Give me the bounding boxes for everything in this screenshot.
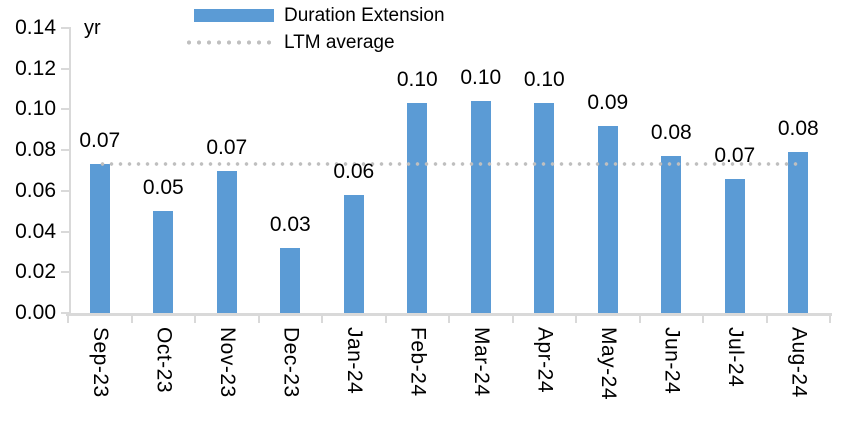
bar-oct-23 [153,211,174,313]
x-axis-category-label: Jun-24 [660,327,684,395]
bar-value-label: 0.05 [142,176,184,200]
x-axis-category-label: Aug-24 [787,327,811,398]
bar-value-label: 0.09 [587,90,629,114]
y-axis-tick-label: 0.04 [15,219,56,243]
bar-value-label: 0.06 [333,159,375,183]
x-axis-tick [702,313,704,323]
x-axis-category-label: Jan-24 [342,327,366,395]
y-axis-tick-label: 0.00 [15,301,56,324]
dotted-line-swatch [184,40,274,45]
y-axis-tick-label: 0.10 [15,97,56,121]
x-axis-tick [130,313,133,323]
bar-value-label: 0.07 [714,143,756,167]
x-axis-tick [511,313,514,323]
y-axis-tick [61,67,70,70]
x-axis-tick [67,313,69,323]
bar-value-label: 0.10 [460,66,502,90]
y-axis-line [69,27,71,316]
bar-value-label: 0.07 [79,129,121,153]
y-axis-unit-label: yr [84,17,101,39]
y-axis-tick [61,312,70,314]
x-axis-category-label: Dec-23 [279,327,303,398]
x-axis-category-label: Jul-24 [723,327,747,388]
x-axis-tick [384,313,387,323]
y-axis-tick [61,108,70,111]
legend-item-ltm-average: LTM average [184,29,445,56]
x-axis-tick [257,313,260,323]
bar-value-label: 0.08 [777,117,819,141]
bar-jun-24 [661,156,682,313]
x-axis-tick [765,313,768,323]
x-axis-category-label: Sep-23 [88,327,112,398]
x-axis-tick [321,313,323,323]
bar-dec-23 [280,247,301,313]
x-axis-tick [638,313,641,323]
bar-value-label: 0.10 [396,68,438,92]
legend-item-duration-extension: Duration Extension [184,2,445,29]
bar-jul-24 [724,178,745,313]
y-axis-tick-label: 0.12 [15,56,56,80]
y-axis-tick-label: 0.08 [15,138,56,162]
y-axis-tick [61,189,70,192]
ltm-average-line [97,161,803,166]
x-axis-tick [448,313,450,323]
x-axis-category-label: Feb-24 [406,327,430,397]
bar-value-label: 0.07 [206,135,248,159]
bar-apr-24 [534,103,555,313]
bar-may-24 [597,125,618,313]
y-axis-tick [61,230,70,233]
y-axis-tick-label: 0.06 [15,178,56,202]
bar-value-label: 0.08 [650,121,692,145]
x-axis-category-label: Oct-23 [152,327,176,394]
bar-nov-23 [216,170,237,313]
y-axis-tick [61,149,70,152]
x-axis-tick [194,313,196,323]
x-axis-category-label: Apr-24 [533,327,557,394]
bar-aug-24 [788,152,809,313]
x-axis-category-label: Mar-24 [469,327,493,397]
bar-sep-23 [89,164,110,313]
y-axis-tick-label: 0.14 [15,16,56,39]
y-axis-tick [61,271,70,274]
bar-jan-24 [343,194,364,313]
bar-mar-24 [470,101,491,313]
legend: Duration Extension LTM average [184,2,445,56]
legend-label-ltm-average: LTM average [284,31,395,53]
x-axis-category-label: May-24 [596,327,620,401]
bar-value-label: 0.10 [523,68,565,92]
x-axis-tick [575,313,577,323]
legend-label-duration-extension: Duration Extension [284,4,445,26]
bar-feb-24 [407,103,428,313]
y-axis-tick [61,27,70,29]
bar-value-label: 0.03 [269,212,311,236]
bar-swatch [194,9,274,22]
x-axis-tick [829,313,831,323]
y-axis-tick-label: 0.02 [15,260,56,284]
x-axis-category-label: Nov-23 [215,327,239,398]
